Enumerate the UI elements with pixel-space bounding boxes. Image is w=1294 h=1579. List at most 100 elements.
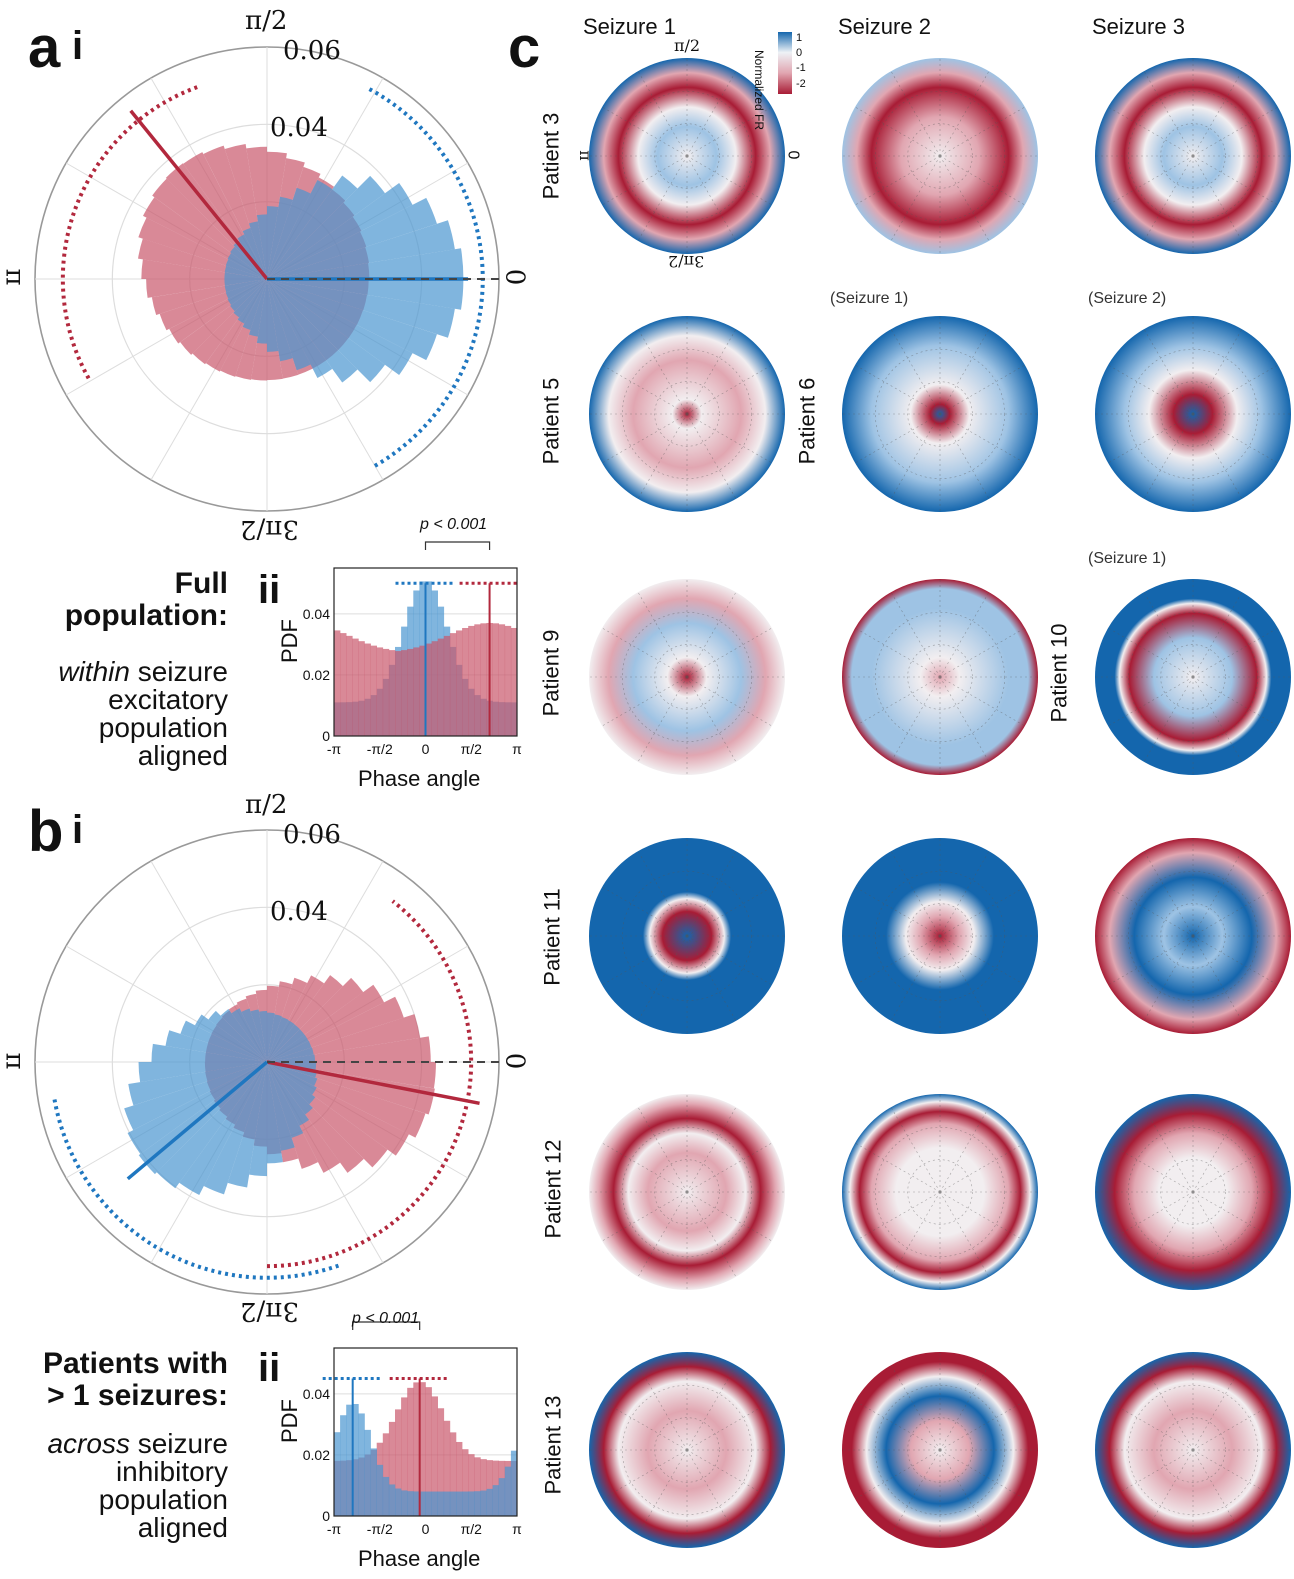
heatmap-spoke bbox=[854, 1400, 941, 1451]
heatmap-spoke bbox=[854, 364, 941, 415]
panel-b-letter: b bbox=[28, 799, 64, 864]
heatmap-spoke bbox=[1107, 627, 1194, 678]
heatmap-ring bbox=[654, 381, 720, 447]
polar-b-blue-bin bbox=[267, 1029, 305, 1062]
hist-a-ytick: 0 bbox=[322, 728, 330, 744]
hist-b-ytick: 0 bbox=[322, 1508, 330, 1524]
polar-a-blue-bin bbox=[267, 279, 358, 383]
heatmap-spoke bbox=[601, 413, 688, 464]
heatmap-spoke bbox=[686, 1364, 737, 1451]
hist-b-pvalue-bracket bbox=[352, 1321, 421, 1330]
hist-a-xtick: π/2 bbox=[461, 741, 483, 757]
heatmap-spoke bbox=[1192, 413, 1279, 464]
heatmap-spoke bbox=[1143, 850, 1194, 937]
heatmap-spoke bbox=[601, 1449, 688, 1500]
heatmap-spoke bbox=[1192, 1106, 1243, 1193]
polar-b-blue-bin bbox=[241, 1008, 267, 1062]
polar-a-blue-bin bbox=[267, 180, 333, 279]
heatmap-spoke bbox=[601, 155, 688, 206]
heatmap-spoke bbox=[686, 106, 773, 157]
hist-a-red-bar bbox=[364, 643, 371, 736]
hist-b-blue-bar bbox=[510, 1450, 518, 1516]
polar-b-blue-bin bbox=[194, 1014, 267, 1062]
polar-b-blue-bin bbox=[267, 1054, 316, 1062]
panel-a-description: within seizure excitatory population ali… bbox=[20, 658, 228, 770]
hist-b-blue-bar bbox=[437, 1491, 445, 1516]
heatmap-spoke bbox=[1192, 155, 1279, 206]
polar-b-blue-mean-vector bbox=[126, 1060, 269, 1181]
heatmap-spoke bbox=[601, 886, 688, 937]
polar-a-blue-bin bbox=[225, 279, 267, 299]
hist-b-blue-bar bbox=[492, 1485, 499, 1516]
heatmap-spoke bbox=[890, 1191, 941, 1278]
heatmap-spoke bbox=[854, 1191, 941, 1242]
heatmap-spoke bbox=[637, 935, 688, 1022]
col-head-seizure-1: Seizure 1 bbox=[583, 14, 676, 39]
heatmap-ring bbox=[1160, 1417, 1226, 1483]
heatmap-ring bbox=[1160, 1159, 1226, 1225]
heatmap-spoke bbox=[637, 676, 688, 763]
heatmap-ring bbox=[654, 903, 720, 969]
colorbar-tick-0: 0 bbox=[796, 47, 803, 59]
heatmap-spoke bbox=[939, 1191, 990, 1278]
hist-b-blue-bar bbox=[395, 1488, 402, 1516]
heatmap-spoke bbox=[1143, 413, 1194, 500]
colorbar bbox=[778, 32, 792, 94]
polar-b-blue-bin bbox=[267, 1062, 317, 1095]
hist-b-blue-bar bbox=[413, 1491, 420, 1516]
heatmap-spoke bbox=[939, 591, 990, 678]
polar-a-blue-bin bbox=[267, 279, 464, 310]
hist-a-red-bar bbox=[419, 645, 426, 736]
polar-b-blue-bin bbox=[208, 1010, 267, 1062]
heatmap-spoke bbox=[1107, 1400, 1194, 1451]
hist-a-red-bar bbox=[346, 635, 353, 736]
hist-a-red-bar bbox=[340, 633, 347, 736]
colorbar-tick-neg2: -2 bbox=[796, 78, 806, 90]
hist-b-blue-bar bbox=[486, 1488, 493, 1516]
heatmap-spoke bbox=[686, 850, 737, 937]
hist-b-blue-bar bbox=[376, 1464, 384, 1516]
hist-b-red-bar bbox=[456, 1441, 463, 1516]
heatmap-spoke bbox=[939, 935, 990, 1022]
heatmap-spoke bbox=[939, 935, 1026, 986]
panel-b-description: across seizure inhibitory population ali… bbox=[20, 1430, 228, 1542]
heatmap-ring bbox=[907, 644, 973, 710]
polar-a-blue-bin bbox=[256, 279, 267, 344]
hist-a-red-bar bbox=[431, 641, 438, 736]
hist-a-ytick: 0.02 bbox=[303, 667, 330, 683]
heatmap-spoke bbox=[854, 935, 941, 986]
hist-a-red-bar bbox=[352, 638, 359, 736]
polar-b-bottom-label: 3π/2 bbox=[240, 1296, 299, 1326]
hist-a-red-bar bbox=[462, 627, 469, 736]
polar-b-blue-bin bbox=[267, 1062, 313, 1115]
hist-b-blue-bar bbox=[443, 1491, 451, 1516]
hist-b-blue-bar bbox=[474, 1491, 481, 1516]
panel-a-heading: Full population: bbox=[64, 567, 228, 632]
hist-b-red-bar bbox=[382, 1433, 390, 1516]
hist-a-red-bar bbox=[425, 643, 432, 736]
heatmap-spoke bbox=[1192, 155, 1243, 242]
heatmap-ring bbox=[875, 612, 1005, 742]
hist-a-xlabel: Phase angle bbox=[358, 766, 481, 791]
c-angle-bottom: 3π/2 bbox=[668, 252, 705, 271]
heatmap-ring bbox=[654, 1417, 720, 1483]
polar-a-blue-bin bbox=[242, 279, 267, 330]
heatmap-spoke bbox=[890, 676, 941, 763]
hist-b-red-bar bbox=[413, 1382, 420, 1516]
hist-a-pvalue-bracket bbox=[424, 541, 491, 550]
hist-b-red-bar bbox=[431, 1396, 438, 1516]
heatmap-spoke bbox=[1107, 155, 1194, 206]
heatmap-ring bbox=[654, 644, 720, 710]
heatmap-spoke bbox=[939, 413, 1026, 464]
panel-b-i-label: i bbox=[72, 808, 84, 852]
heatmap-spoke bbox=[1192, 850, 1243, 937]
heatmap-spoke bbox=[1192, 1142, 1279, 1193]
polar-b-red-interval-arc bbox=[266, 899, 474, 1269]
heatmap-spoke bbox=[637, 155, 688, 242]
hist-a-pvalue: p < 0.001 bbox=[420, 516, 488, 533]
heatmap-spoke bbox=[939, 1449, 990, 1536]
polar-b-blue-bin bbox=[259, 1011, 267, 1062]
heatmap-spoke bbox=[637, 1449, 688, 1536]
polar-a-blue-bin bbox=[267, 279, 293, 362]
heatmap-spoke bbox=[939, 850, 990, 937]
